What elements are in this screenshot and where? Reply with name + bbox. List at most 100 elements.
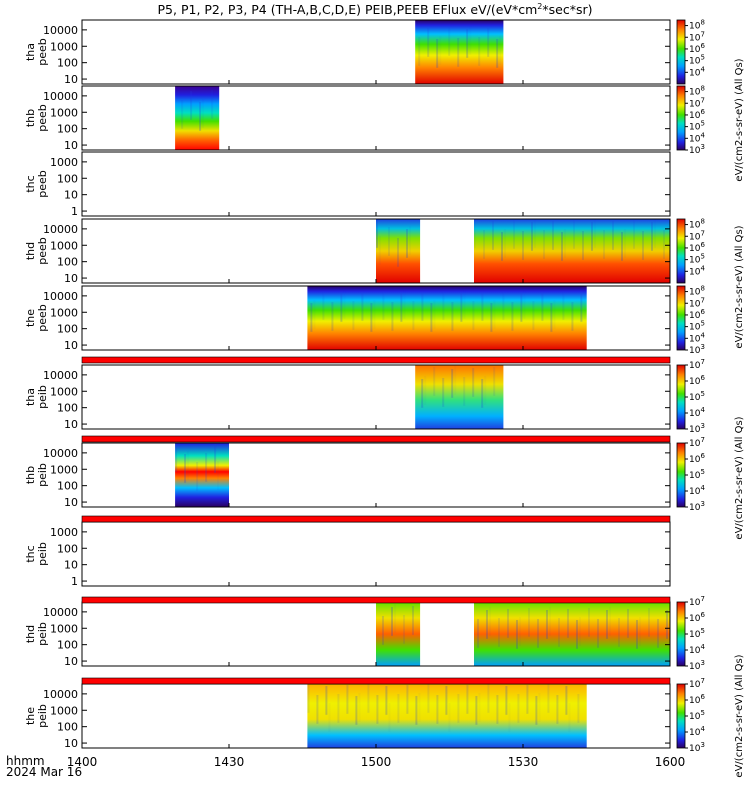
texture-stripe: [627, 609, 629, 638]
colorbar: [676, 285, 686, 351]
texture-stripe: [579, 617, 581, 646]
texture-stripe: [565, 686, 568, 715]
texture-stripe: [316, 695, 319, 724]
texture-stripe: [583, 290, 585, 319]
data-span: [175, 86, 220, 150]
y-axis-label-probe: tha: [24, 388, 37, 406]
colorbar-tick-label: 106: [689, 693, 705, 706]
texture-stripe: [567, 609, 569, 638]
y-tick-label: 1000: [50, 239, 78, 252]
texture-stripe: [322, 291, 325, 320]
separator-bars: [81, 356, 671, 685]
texture-stripe: [472, 368, 475, 397]
texture-stripe: [409, 226, 411, 255]
texture-stripe: [535, 696, 538, 725]
colorbar-tick-label: 104: [689, 65, 705, 78]
texture-stripe: [421, 379, 424, 408]
texture-stripe: [187, 451, 189, 480]
panel-frame: [81, 151, 671, 217]
texture-stripe: [651, 222, 653, 251]
texture-stripe: [307, 684, 310, 713]
data-span: [376, 602, 421, 666]
texture-stripe: [642, 231, 644, 260]
texture-stripe: [370, 303, 373, 332]
texture-stripe: [546, 610, 548, 639]
colorbar-tick-label: 105: [689, 468, 705, 481]
panel-tha-peib: 10 100 1000 10000 tha peib 103 104 105 106 107: [24, 358, 705, 435]
texture-stripe: [211, 90, 214, 119]
texture-stripe: [528, 608, 530, 637]
colorbar-tick-label: 104: [689, 264, 705, 277]
texture-stripe: [531, 222, 533, 251]
texture-stripe: [385, 686, 388, 715]
colorbar-tick-label: 105: [689, 54, 705, 67]
texture-stripe: [493, 367, 496, 396]
texture-stripe: [481, 379, 484, 408]
texture-stripe: [532, 301, 535, 330]
colorbar-tick-label: 104: [689, 643, 705, 656]
y-tick-label: 100: [57, 323, 78, 336]
texture-stripe: [436, 39, 439, 68]
texture-stripe: [442, 291, 445, 320]
colorbar-tick-label: 106: [689, 374, 705, 387]
colorbar-tick-label: 105: [689, 627, 705, 640]
texture-stripe: [636, 620, 638, 649]
texture-stripe: [181, 100, 184, 129]
figure-title: P5, P1, P2, P3, P4 (TH-A,B,C,D,E) PEIB,P…: [158, 2, 593, 17]
y-tick-label: 10: [64, 418, 78, 431]
texture-stripe: [202, 99, 204, 128]
y-tick-label: 1000: [50, 704, 78, 717]
texture-stripe: [633, 220, 635, 249]
texture-stripe: [382, 616, 384, 645]
texture-stripe: [217, 461, 219, 490]
texture-stripe: [427, 684, 430, 713]
texture-stripe: [513, 220, 515, 249]
y-tick-label: 100: [57, 721, 78, 734]
colorbar-tick-label: 108: [689, 85, 705, 98]
y-axis-label-product: peeb: [36, 38, 49, 66]
panel-thc-peeb: 1 10 100 1000 thc peeb: [24, 151, 671, 218]
colorbar: [676, 85, 686, 151]
texture-stripe: [556, 695, 559, 724]
texture-stripe: [603, 230, 605, 259]
texture-stripe: [594, 219, 596, 248]
colorbar-tick-label: 107: [689, 595, 705, 608]
texture-stripe: [175, 443, 178, 472]
colorbar-tick-label: 103: [689, 500, 705, 513]
texture-stripe: [474, 219, 476, 248]
texture-stripe: [427, 28, 430, 57]
colorbar-tick-label: 103: [689, 422, 705, 435]
texture-stripe: [541, 292, 544, 321]
texture-stripe: [534, 219, 536, 248]
y-tick-label: 1000: [50, 106, 78, 119]
texture-stripe: [403, 290, 405, 319]
texture-stripe: [490, 303, 493, 332]
colorbar-tick-label: 105: [689, 709, 705, 722]
y-tick-label: 1: [71, 575, 78, 588]
y-tick-label: 1: [71, 205, 78, 218]
panel-thd-peib: 10 100 1000 10000 thd peib 103 104 105 106 107: [24, 595, 705, 672]
texture-stripe: [520, 293, 523, 322]
y-tick-label: 10: [64, 737, 78, 750]
y-axis-label-probe: thd: [24, 625, 37, 643]
colorbar-tick-label: 107: [689, 358, 705, 371]
texture-stripe: [199, 102, 202, 131]
y-tick-label: 100: [57, 123, 78, 136]
texture-stripe: [562, 291, 565, 320]
texture-stripe: [475, 696, 478, 725]
separator-bar: [81, 677, 671, 685]
y-tick-label: 10000: [43, 369, 78, 382]
panel-frame: [81, 85, 671, 151]
y-tick-label: 1000: [50, 526, 78, 539]
texture-stripe: [508, 703, 510, 732]
texture-stripe: [457, 694, 460, 723]
texture-stripe: [436, 695, 439, 724]
texture-stripe: [537, 619, 539, 648]
data-span: [474, 602, 670, 666]
colorbar-tick-label: 103: [689, 143, 705, 156]
texture-stripe: [496, 695, 499, 724]
texture-stripe: [502, 291, 505, 320]
data-span: [474, 219, 670, 283]
colorbar-tick-label: 106: [689, 42, 705, 55]
texture-stripe: [388, 227, 390, 256]
